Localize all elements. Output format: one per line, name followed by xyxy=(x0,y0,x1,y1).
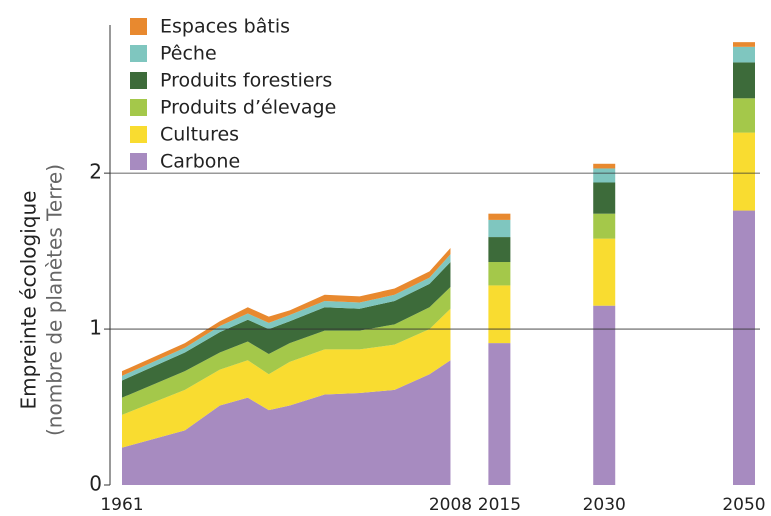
legend-swatch xyxy=(130,18,147,35)
x-tick-label: 2030 xyxy=(583,495,626,515)
bar-segment xyxy=(733,62,755,99)
x-tick-label: 2008 xyxy=(429,495,472,515)
area xyxy=(122,254,451,381)
area xyxy=(122,286,451,415)
y-tick-label: 2 xyxy=(89,160,102,184)
x-tick-label: 1961 xyxy=(100,495,143,515)
area xyxy=(122,308,451,448)
bar-segment xyxy=(733,210,755,485)
x-tick-label: 2015 xyxy=(478,495,521,515)
area xyxy=(122,360,451,485)
legend-label: Produits d’élevage xyxy=(160,97,336,119)
x-tick-label: 2050 xyxy=(722,495,765,515)
bar-segment xyxy=(593,182,616,214)
y-tick-label: 0 xyxy=(89,472,102,496)
bar-segment xyxy=(488,213,511,220)
y-axis-title-line: Empreinte écologique xyxy=(17,191,41,410)
legend-swatch xyxy=(130,153,147,170)
bar-segment xyxy=(488,237,511,263)
y-axis-title-line: (nombre de planètes Terre) xyxy=(43,164,67,436)
bar-segment xyxy=(488,285,511,344)
legend-label: Cultures xyxy=(160,124,239,146)
bar-segment xyxy=(593,163,616,169)
bar-segment xyxy=(733,46,755,63)
bar-segment xyxy=(593,168,616,183)
legend-label: Produits forestiers xyxy=(160,70,332,92)
bar-segment xyxy=(733,42,755,47)
bar-segment xyxy=(593,238,616,306)
legend-swatch xyxy=(130,45,147,62)
area xyxy=(122,247,451,376)
bar-segment xyxy=(593,305,616,485)
legend-swatch xyxy=(130,72,147,89)
legend-swatch xyxy=(130,126,147,143)
legend-label: Pêche xyxy=(160,43,217,65)
area xyxy=(122,262,451,398)
bar-segment xyxy=(733,132,755,211)
bar-segment xyxy=(488,262,511,286)
legend-label: Carbone xyxy=(160,151,240,173)
legend-label: Espaces bâtis xyxy=(160,16,290,38)
bar-segment xyxy=(593,213,616,239)
bar-segment xyxy=(488,343,511,485)
bar-segment xyxy=(488,219,511,238)
y-axis-title: Empreinte écologique (nombre de planètes… xyxy=(17,164,67,436)
y-tick-label: 1 xyxy=(89,316,102,340)
legend-swatch xyxy=(130,99,147,116)
bar-segment xyxy=(733,98,755,133)
